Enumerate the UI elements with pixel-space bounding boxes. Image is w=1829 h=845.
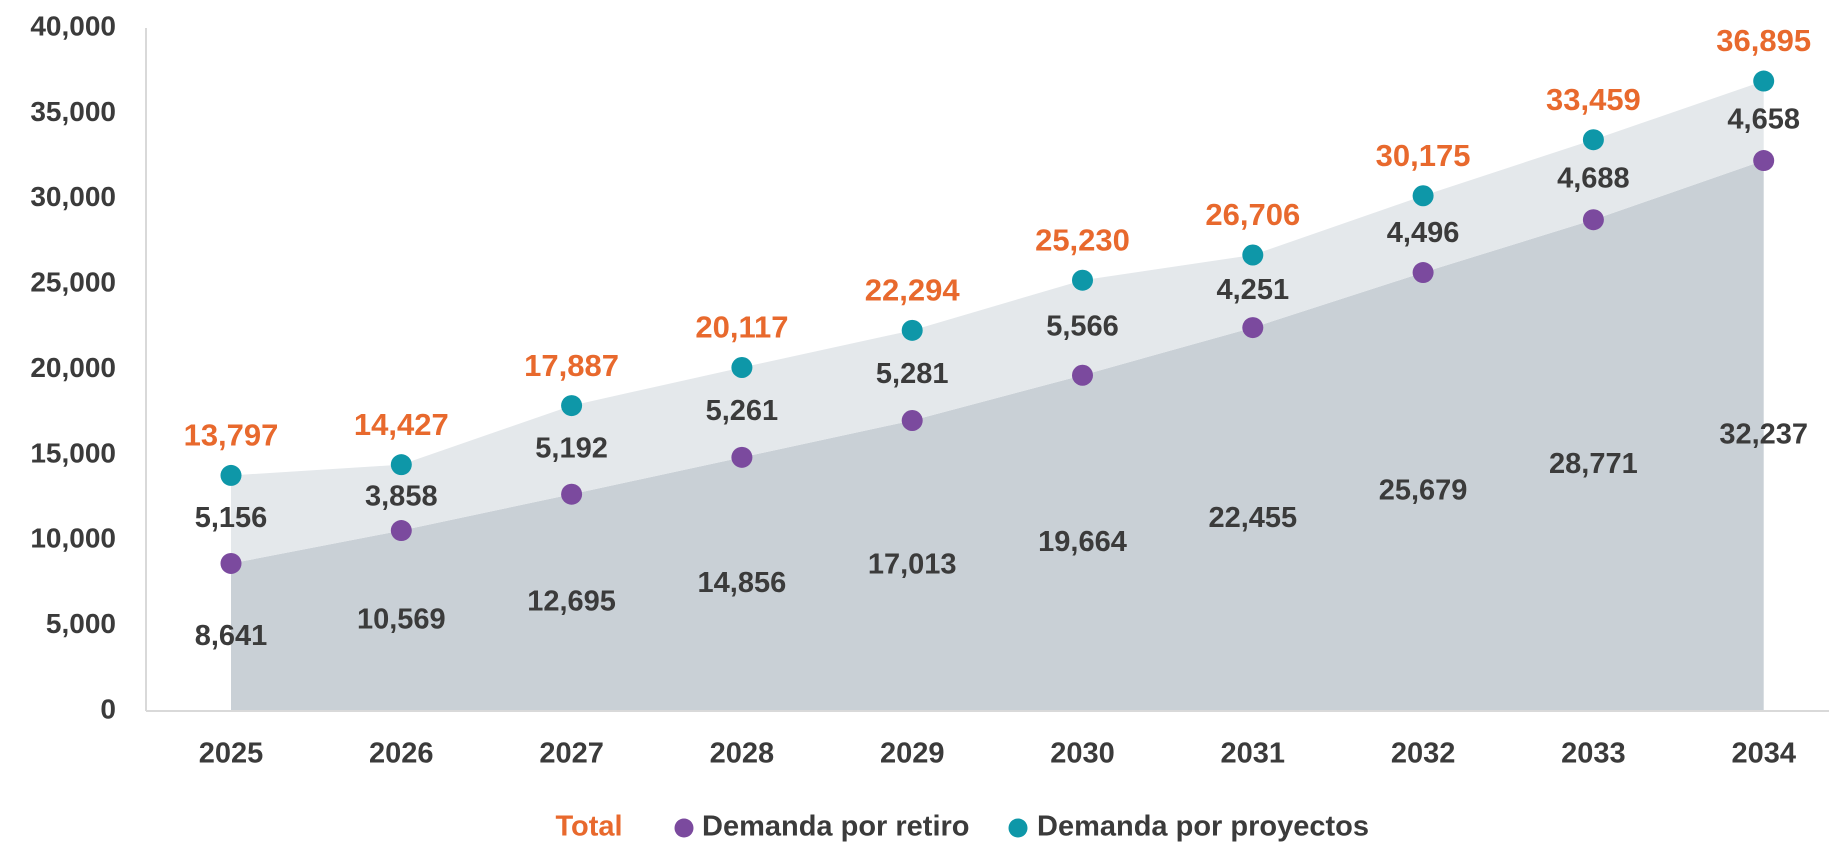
legend-marker (1008, 818, 1028, 838)
label-proyectos: 4,688 (1557, 162, 1630, 194)
dot-retiro (1412, 262, 1434, 284)
dot-retiro (1753, 150, 1775, 172)
label-retiro: 22,455 (1208, 502, 1297, 534)
y-tick-label: 15,000 (30, 437, 116, 468)
label-total: 22,294 (865, 273, 961, 308)
label-total: 30,175 (1376, 138, 1471, 173)
label-retiro: 28,771 (1549, 448, 1638, 480)
label-proyectos: 5,566 (1046, 310, 1119, 342)
y-tick-label: 35,000 (30, 96, 116, 127)
dot-proyectos (1072, 269, 1093, 291)
label-total: 20,117 (695, 310, 788, 345)
dot-proyectos (731, 357, 753, 379)
areas (231, 81, 1764, 711)
label-proyectos: 5,192 (535, 433, 608, 465)
y-tick-label: 5,000 (46, 608, 116, 639)
label-retiro: 8,641 (195, 620, 268, 652)
x-tick-label: 2026 (369, 738, 434, 770)
dot-proyectos (220, 464, 242, 486)
x-tick-label: 2030 (1050, 738, 1115, 770)
label-retiro: 32,237 (1719, 418, 1808, 450)
label-total: 17,887 (524, 348, 619, 383)
label-retiro: 25,679 (1379, 474, 1468, 506)
label-retiro: 10,569 (357, 603, 446, 635)
label-total: 13,797 (184, 418, 279, 453)
y-tick-label: 0 (100, 693, 116, 724)
label-total: 14,427 (354, 407, 449, 442)
label-total: 25,230 (1035, 222, 1130, 257)
x-tick-label: 2028 (710, 738, 775, 770)
label-retiro: 14,856 (698, 567, 787, 599)
label-proyectos: 5,156 (195, 502, 268, 534)
legend-label: Demanda por retiro (702, 811, 970, 843)
dot-proyectos (390, 454, 412, 476)
label-proyectos: 4,251 (1217, 274, 1290, 306)
x-tick-label: 2029 (880, 738, 945, 770)
y-tick-label: 10,000 (30, 523, 116, 554)
legend-marker (674, 818, 694, 838)
dot-retiro (1072, 364, 1093, 386)
legend-label: Total (555, 811, 622, 843)
label-total: 36,895 (1716, 23, 1811, 58)
dot-retiro (390, 520, 412, 542)
dot-proyectos (1582, 129, 1604, 151)
dot-retiro (561, 483, 583, 505)
area-retiro (231, 160, 1764, 711)
dot-retiro (1582, 209, 1604, 231)
label-proyectos: 4,658 (1727, 103, 1800, 135)
dot-retiro (1242, 317, 1264, 339)
y-tick-label: 25,000 (30, 267, 116, 298)
y-tick-label: 40,000 (30, 10, 116, 41)
label-proyectos: 3,858 (365, 480, 438, 512)
y-tick-label: 30,000 (30, 181, 116, 212)
dot-proyectos (1412, 185, 1434, 207)
label-proyectos: 5,261 (706, 395, 779, 427)
label-total: 33,459 (1546, 82, 1641, 117)
label-proyectos: 4,496 (1387, 217, 1460, 249)
y-tick-label: 20,000 (30, 352, 116, 383)
label-total: 26,706 (1205, 197, 1300, 232)
label-retiro: 17,013 (868, 548, 957, 580)
x-tick-label: 2034 (1731, 738, 1796, 770)
dot-proyectos (561, 395, 583, 417)
x-tick-label: 2033 (1561, 738, 1626, 770)
dot-proyectos (1753, 70, 1775, 92)
legend-label: Demanda por proyectos (1037, 811, 1369, 843)
dot-retiro (220, 552, 242, 574)
label-retiro: 19,664 (1038, 526, 1127, 558)
x-tick-label: 2032 (1391, 738, 1456, 770)
x-tick-label: 2025 (199, 738, 264, 770)
label-retiro: 12,695 (527, 585, 616, 617)
dot-retiro (901, 410, 923, 432)
label-proyectos: 5,281 (876, 358, 949, 390)
dot-proyectos (901, 319, 923, 341)
dot-proyectos (1242, 244, 1264, 266)
x-tick-label: 2031 (1221, 738, 1286, 770)
x-tick-label: 2027 (539, 738, 604, 770)
dot-retiro (731, 446, 753, 468)
area-proyectos (231, 81, 1764, 564)
